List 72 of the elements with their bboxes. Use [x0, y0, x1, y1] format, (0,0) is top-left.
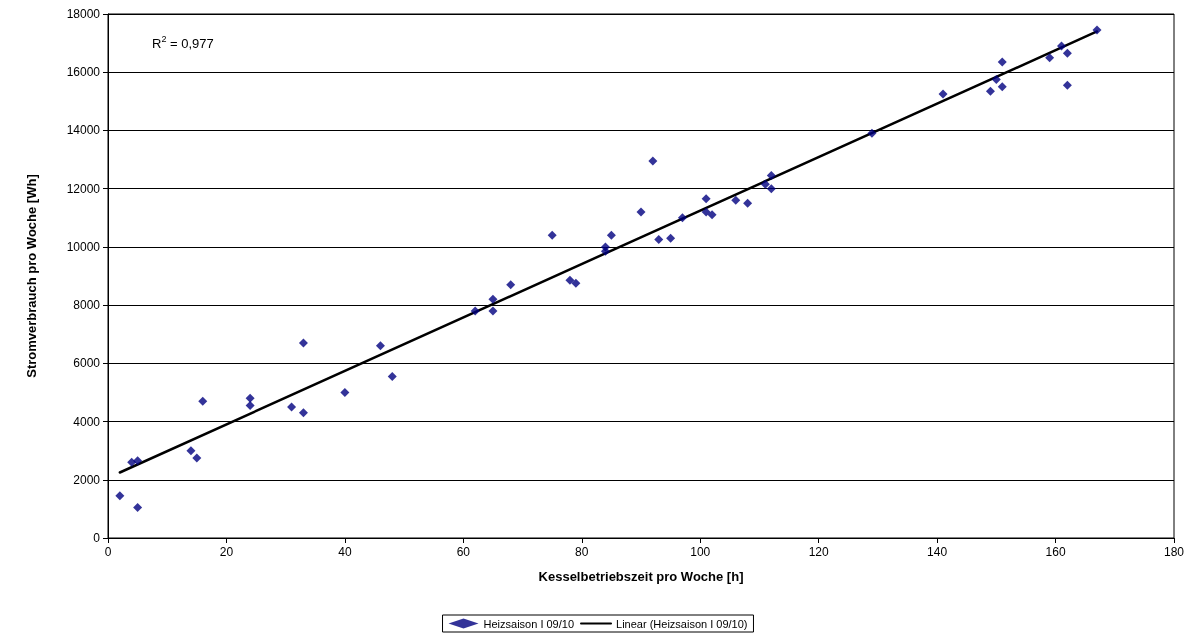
point	[760, 179, 770, 189]
x-tick-label: 140	[927, 545, 948, 559]
point	[606, 230, 616, 240]
point	[298, 408, 308, 418]
point	[387, 371, 397, 381]
point	[1056, 41, 1066, 51]
point	[375, 341, 385, 351]
point	[1062, 80, 1072, 90]
x-tick-label: 0	[104, 545, 112, 559]
point	[991, 75, 1001, 84]
point	[701, 207, 711, 217]
y-tick-label: 8000	[73, 298, 101, 313]
point	[997, 82, 1007, 92]
point	[245, 393, 255, 403]
point	[654, 235, 664, 245]
point	[565, 275, 575, 285]
y-tick-label: 4000	[73, 414, 101, 429]
y-tick-label: 14000	[66, 123, 101, 138]
y-tick-label: 10000	[66, 239, 101, 254]
legend-label: Heizsaison I 09/10	[483, 617, 575, 630]
point	[666, 233, 676, 243]
y-tick-label: 16000	[66, 65, 101, 80]
point	[743, 198, 753, 208]
point	[198, 396, 208, 406]
point	[648, 156, 658, 166]
point	[488, 306, 498, 316]
y-tick-label: 2000	[73, 472, 101, 487]
point	[997, 57, 1007, 67]
point	[115, 491, 125, 501]
point	[938, 89, 948, 99]
x-tick-label: 20	[219, 545, 234, 559]
x-axis-title: Kesselbetriebszeit pro Woche [h]	[538, 569, 744, 584]
x-tick-label: 40	[338, 545, 352, 559]
point	[707, 210, 717, 220]
point	[701, 194, 711, 204]
point	[867, 128, 877, 138]
point	[1062, 48, 1072, 58]
point	[488, 294, 498, 304]
legend-label: Linear (Heizsaison I 09/10)	[616, 617, 748, 630]
point	[186, 446, 196, 456]
point	[766, 184, 776, 194]
point	[677, 213, 687, 223]
x-tick-label: 160	[1045, 545, 1066, 559]
y-tick-label: 6000	[73, 356, 101, 371]
point	[470, 306, 480, 316]
point	[287, 402, 297, 412]
point	[600, 242, 610, 252]
x-tick-label: 80	[575, 545, 589, 559]
point	[340, 387, 350, 397]
point	[636, 207, 646, 217]
y-tick-label: 0	[93, 531, 101, 545]
x-tick-label: 100	[690, 545, 711, 559]
point	[1092, 25, 1102, 35]
y-axis-title: Stromverbrauch pro Woche [Wh]	[24, 174, 39, 378]
point	[571, 278, 581, 288]
point	[127, 457, 137, 467]
point	[192, 453, 202, 463]
point	[133, 502, 143, 512]
x-tick-label: 120	[808, 545, 829, 559]
y-tick-label: 12000	[66, 181, 101, 196]
point	[731, 195, 741, 205]
x-tick-label: 180	[1163, 545, 1185, 559]
point	[245, 401, 255, 411]
x-tick-label: 60	[456, 545, 471, 559]
point	[766, 171, 776, 181]
point	[298, 338, 308, 348]
point	[1045, 53, 1055, 63]
point	[547, 230, 557, 240]
y-tick-label: 18000	[66, 7, 101, 21]
point	[506, 280, 516, 290]
point	[133, 456, 143, 466]
point	[985, 86, 995, 96]
